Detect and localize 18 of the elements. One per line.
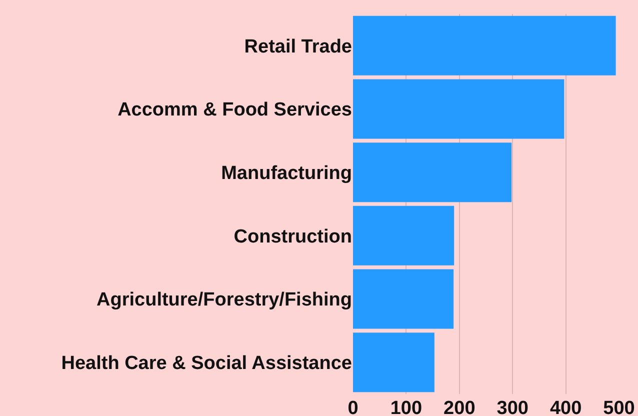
- x-tick-label: 200: [444, 398, 476, 416]
- bar: [353, 206, 454, 266]
- y-tick-label: Accomm & Food Services: [118, 100, 352, 121]
- y-tick-label: Retail Trade: [244, 36, 352, 58]
- x-tick-label: 100: [390, 398, 422, 416]
- x-tick-label: 500: [603, 398, 635, 416]
- x-tick-label: 300: [496, 398, 528, 416]
- y-tick-label: Health Care & Social Assistance: [61, 352, 352, 374]
- y-tick-label: Manufacturing: [221, 162, 352, 184]
- bar: [353, 332, 434, 392]
- x-tick-label: 0: [348, 398, 358, 416]
- bar: [353, 16, 616, 76]
- x-tick-label: 400: [550, 398, 582, 416]
- y-tick-label: Construction: [234, 226, 352, 248]
- bar: [353, 142, 512, 202]
- y-tick-label: Agriculture/Forestry/Fishing: [96, 290, 352, 311]
- bar: [353, 79, 564, 139]
- bar: [353, 269, 454, 329]
